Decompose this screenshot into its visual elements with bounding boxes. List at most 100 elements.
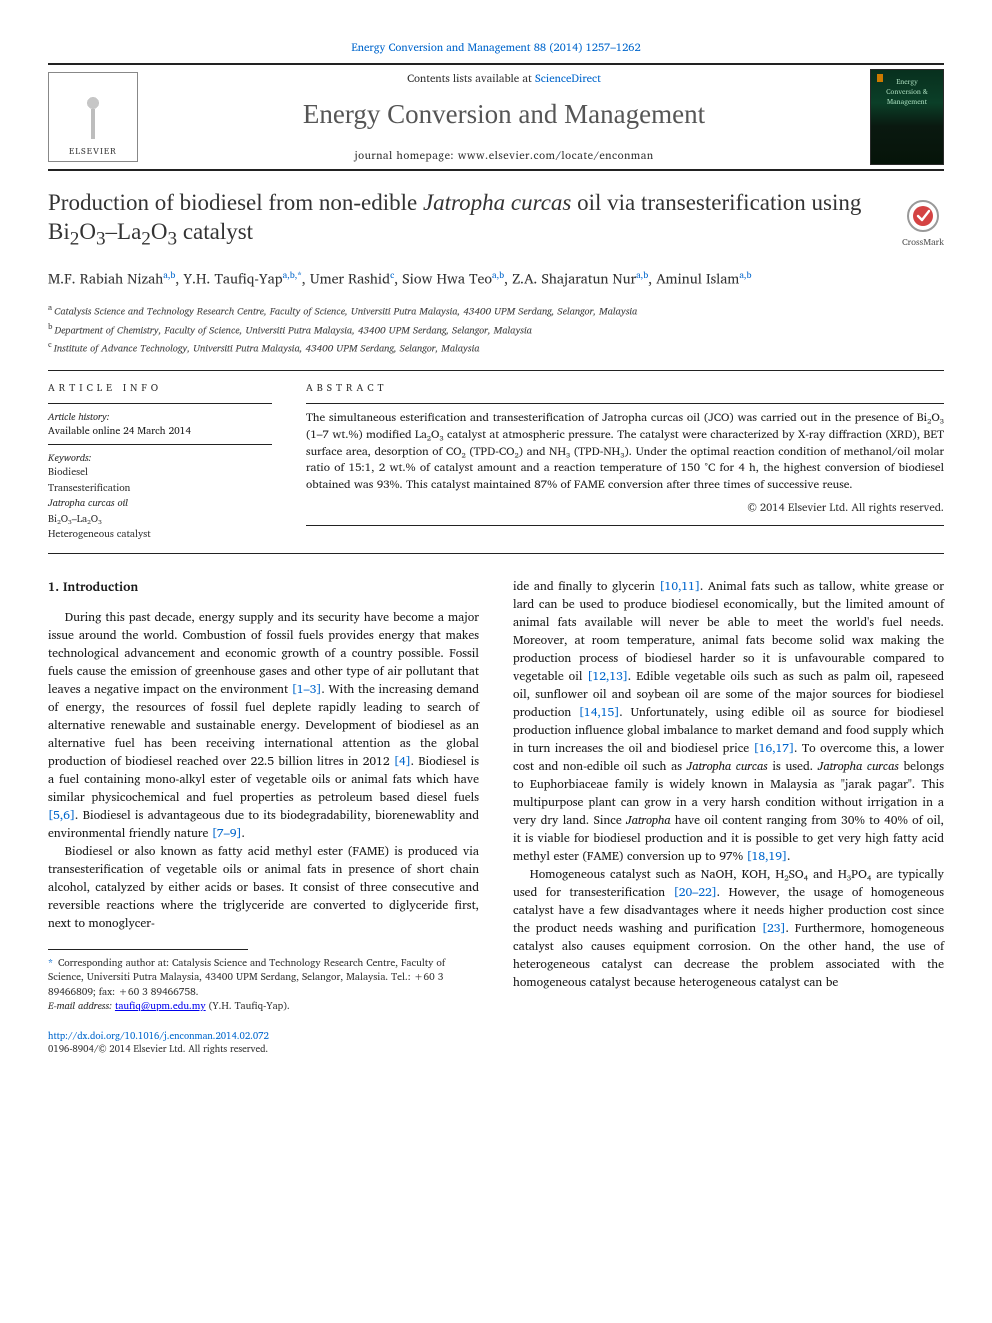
title-sub-1: 2 — [70, 229, 80, 250]
journal-banner: ELSEVIER Contents lists available at Sci… — [48, 63, 944, 171]
title-o-1: O — [79, 219, 96, 244]
affiliation-c: Institute of Advance Technology, Univers… — [54, 340, 480, 356]
author-1-aff: a,b — [163, 267, 175, 282]
title-sub-4: 3 — [167, 229, 177, 250]
keyword-item: Transesterification — [48, 481, 272, 497]
title-end: catalyst — [177, 219, 253, 244]
article-title: Production of biodiesel from non-edible … — [48, 189, 944, 251]
authors-list: M.F. Rabiah Nizaha,b, Y.H. Taufiq-Yapa,b… — [48, 268, 944, 290]
abstract-rule-bottom — [306, 525, 944, 526]
issn-copyright-line: 0196-8904/© 2014 Elsevier Ltd. All right… — [48, 1043, 944, 1056]
intro-heading: 1. Introduction — [48, 578, 479, 597]
footnote-separator-rule — [48, 949, 248, 950]
article-history-line: Available online 24 March 2014 — [48, 424, 272, 438]
keyword-item: Heterogeneous catalyst — [48, 527, 272, 543]
author-4-aff: a,b — [492, 267, 504, 282]
contents-available-line: Contents lists available at ScienceDirec… — [138, 71, 870, 86]
author-3: Umer Rashid — [310, 267, 390, 290]
affiliation-a: Catalysis Science and Technology Researc… — [54, 304, 637, 320]
cover-accent-icon — [877, 74, 883, 82]
email-label: E-mail address: — [48, 998, 112, 1014]
author-1: M.F. Rabiah Nizah — [48, 267, 163, 290]
author-2: Y.H. Taufiq-Yap — [183, 267, 282, 290]
title-sub-2: 3 — [96, 229, 106, 250]
species-italic: Jatropha — [626, 811, 671, 830]
author-5-aff: a,b — [636, 267, 648, 282]
keyword-item: Biodiesel — [48, 465, 272, 481]
journal-homepage-url: www.elsevier.com/locate/enconman — [458, 146, 654, 164]
citation-link[interactable]: [7–9] — [212, 824, 242, 843]
journal-name: Energy Conversion and Management — [138, 96, 870, 134]
corresponding-author-symbol: * — [297, 267, 302, 282]
article-info-heading: article info — [48, 381, 272, 395]
info-rule-2 — [48, 444, 272, 445]
info-rule-1 — [48, 403, 272, 404]
corresponding-author-note: Corresponding author at: Catalysis Scien… — [48, 955, 445, 1000]
body-text: is used. — [768, 757, 818, 776]
abstract-text: The simultaneous esterification and tran… — [306, 410, 944, 493]
body-text: ide and finally to glycerin — [513, 577, 659, 596]
citation-link[interactable]: [10,11] — [659, 577, 700, 596]
article-info-column: article info Article history: Available … — [48, 381, 272, 543]
journal-cover-thumbnail: Energy Conversion & Management — [870, 69, 944, 165]
body-column-left: 1. Introduction During this past decade,… — [48, 578, 479, 1014]
citation-link[interactable]: [20–22] — [674, 883, 717, 902]
footnotes-block: * Corresponding author at: Catalysis Sci… — [48, 956, 479, 1014]
article-history-label: Article history: — [48, 410, 272, 424]
species-italic: Jatropha curcas — [818, 757, 899, 776]
abstract-copyright: © 2014 Elsevier Ltd. All rights reserved… — [306, 500, 944, 515]
affiliations-block: aCatalysis Science and Technology Resear… — [48, 301, 944, 356]
author-6-aff: a,b — [739, 267, 751, 282]
divider-rule-2 — [48, 553, 944, 554]
journal-homepage-line: journal homepage: www.elsevier.com/locat… — [138, 148, 870, 163]
elsevier-logo: ELSEVIER — [48, 72, 138, 162]
citation-link[interactable]: [1–3] — [292, 680, 322, 699]
abstract-column: abstract The simultaneous esterification… — [306, 381, 944, 543]
keywords-label: Keywords: — [48, 451, 272, 465]
citation-link[interactable]: [16,17] — [754, 739, 795, 758]
author-5: Z.A. Shajaratun Nur — [512, 267, 636, 290]
keyword-item: Bi₂O₃–La₂O₃ — [48, 512, 272, 528]
title-sub-3: 2 — [141, 229, 151, 250]
body-text: . — [787, 847, 790, 866]
cover-line-3: Management — [871, 98, 943, 108]
title-part-1: Production of biodiesel from non-edible — [48, 190, 423, 215]
crossmark-badge[interactable]: CrossMark — [902, 199, 944, 249]
email-owner-paren: (Y.H. Taufiq-Yap). — [209, 998, 290, 1014]
body-text: . — [242, 824, 245, 843]
keyword-item: Jatropha curcas oil — [48, 496, 272, 512]
title-o-2: O — [151, 219, 168, 244]
citation-link[interactable]: [12,13] — [587, 667, 628, 686]
citation-link[interactable]: [14,15] — [579, 703, 620, 722]
species-italic: Jatropha curcas — [687, 757, 768, 776]
journal-citation-anchor[interactable]: Energy Conversion and Management 88 (201… — [351, 38, 640, 56]
keywords-list: Biodiesel Transesterification Jatropha c… — [48, 465, 272, 543]
divider-rule — [48, 370, 944, 371]
author-4: Siow Hwa Teo — [402, 267, 492, 290]
page-footer: http://dx.doi.org/10.1016/j.enconman.201… — [48, 1030, 944, 1057]
title-dash: –La — [106, 219, 142, 244]
author-2-aff: a,b,* — [283, 267, 302, 282]
body-column-right: ide and finally to glycerin [10,11]. Ani… — [513, 578, 944, 1014]
corresponding-email-link[interactable]: taufiq@upm.edu.my — [115, 998, 206, 1014]
author-3-aff: c — [390, 267, 394, 282]
author-6: Aminul Islam — [656, 267, 739, 290]
sciencedirect-link[interactable]: ScienceDirect — [535, 69, 601, 87]
body-text: . Biodiesel is advantageous due to its b… — [48, 806, 479, 843]
body-text: Biodiesel or also known as fatty acid me… — [48, 842, 479, 933]
abstract-rule — [306, 403, 944, 404]
citation-link[interactable]: [23] — [762, 919, 786, 938]
crossmark-label: CrossMark — [902, 236, 944, 249]
elsevier-label: ELSEVIER — [69, 145, 117, 158]
journal-citation-link: Energy Conversion and Management 88 (201… — [48, 40, 944, 55]
elsevier-tree-icon — [73, 89, 113, 139]
affiliation-b: Department of Chemistry, Faculty of Scie… — [54, 322, 531, 338]
citation-link[interactable]: [4] — [394, 752, 411, 771]
title-italic-species: Jatropha curcas — [423, 190, 571, 215]
contents-prefix: Contents lists available at — [407, 69, 535, 87]
journal-homepage-label: journal homepage: — [354, 146, 457, 164]
abstract-heading: abstract — [306, 381, 944, 395]
citation-link[interactable]: [5,6] — [48, 806, 75, 825]
crossmark-icon — [906, 199, 940, 233]
citation-link[interactable]: [18,19] — [747, 847, 788, 866]
